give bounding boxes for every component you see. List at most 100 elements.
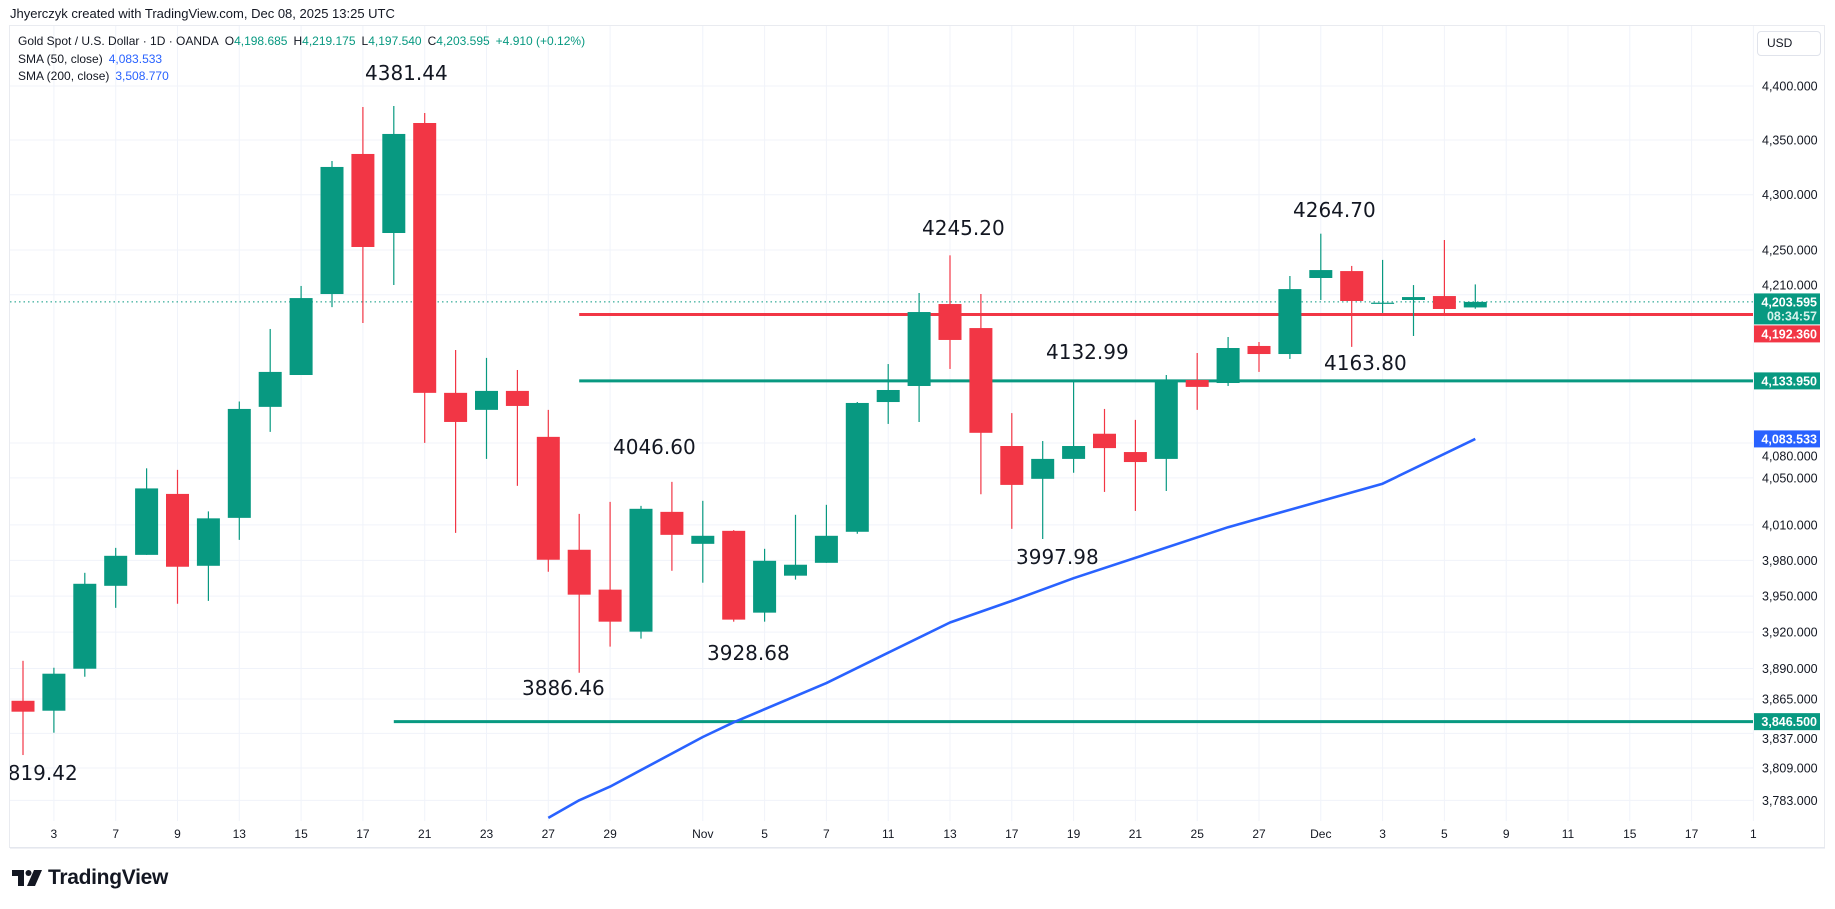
candle-bearish [1340,265,1364,347]
tradingview-logo[interactable]: TradingView [12,866,168,890]
y-tick-label: 3,890.000 [1762,662,1818,676]
price-annotation: 4264.70 [1293,198,1376,222]
candle-body [907,312,931,386]
y-tick-label: 4,050.000 [1762,471,1818,485]
candle-bearish [1432,239,1456,314]
price-label-background [1754,430,1820,448]
x-tick-label: 1 [1750,827,1757,841]
candle-body [1123,452,1147,463]
x-tick-label: 17 [1005,827,1019,841]
y-tick-label: 3,950.000 [1762,590,1818,604]
candle-bullish [1402,285,1425,336]
x-tick-label: 11 [1562,827,1575,841]
x-tick-label: 13 [943,827,957,841]
candle-bullish [289,285,313,376]
x-tick-label: 7 [112,827,119,841]
y-tick-label: 4,300.000 [1762,188,1818,202]
candle-body [196,518,220,566]
x-tick-label: Nov [692,827,713,841]
candle-bullish [845,402,869,534]
candle-body [1062,446,1086,459]
candle-bearish [1185,353,1209,410]
candle-body [351,153,375,247]
price-axis[interactable]: 4,400.000 4,350.000 4,300.000 4,250.000 4,21… [1754,80,1820,808]
candle-bullish [1309,233,1333,300]
candle-body [227,408,251,518]
candle-bullish [73,572,97,677]
candle-bullish [1062,381,1086,473]
x-tick-label: 19 [1067,827,1081,841]
candle-bullish [876,364,900,424]
x-tick-label: 15 [294,827,308,841]
candle-body [1216,348,1240,384]
time-axis[interactable]: 3 7 9 13 15 17 21 23 27 29 Nov 5 7 11 13 17 19 21 25 27 Dec 3… [51,827,1758,841]
x-tick-label: 3 [1379,827,1386,841]
y-tick-label: 4,210.000 [1762,278,1818,292]
candle-body [135,488,159,555]
candle-body [1278,289,1302,355]
candle-bullish [1031,441,1055,540]
candle-body [536,436,560,560]
candle-bullish [907,293,931,422]
candle-bullish [814,504,838,563]
candle-bearish [1000,413,1024,529]
price-annotation: 3928.68 [707,641,790,665]
candle-bearish [413,112,437,443]
x-tick-label: 17 [1685,827,1699,841]
price-annotation: 4245.20 [922,216,1005,240]
x-tick-label: 7 [823,827,830,841]
candle-bullish [629,505,653,639]
price-pane: 4381.44 4245.20 4264.70 4132.99 3997.98 4163.… [10,61,1753,820]
candle-body [1463,301,1487,308]
x-tick-label: 5 [1441,827,1448,841]
candle-body [691,535,715,544]
candle-body [73,583,97,669]
x-tick-label: 9 [174,827,181,841]
x-tick-label: 29 [603,827,617,841]
y-tick-label: 3,865.000 [1762,692,1818,706]
x-tick-label: 11 [882,827,895,841]
x-tick-label: 21 [1129,827,1143,841]
sma-50-line [547,437,1476,820]
ohlc-close-key: C [427,34,437,48]
ohlc-high-value: 4,219.175 [302,34,356,48]
logo-wordmark: TradingView [48,866,169,889]
candle-body [1185,379,1209,387]
candle-body [166,493,189,567]
indicator-label: SMA (50, close) [18,51,103,66]
y-tick-label: 4,010.000 [1762,518,1818,532]
price-label-box: 3,846.500 [1754,713,1820,731]
price-annotation: 4381.44 [365,61,448,85]
y-tick-label: 3,837.000 [1762,732,1818,746]
candle-body [42,673,66,711]
ohlc-open-value: 4,198.685 [234,34,288,48]
symbol-title[interactable]: Gold Spot / U.S. Dollar · 1D · OANDA [18,34,219,48]
candle-bearish [351,107,375,323]
indicator-value: 4,083.533 [108,51,163,66]
y-tick-label: 4,080.000 [1762,449,1818,463]
candle-bullish [320,160,344,308]
candle-body [444,392,468,422]
candle-body [876,389,900,403]
candle-body [722,530,746,620]
currency-button[interactable]: USD [1757,31,1821,56]
candle-bullish [196,511,220,601]
candle-body [1432,296,1456,309]
legend-indicator-sma200[interactable]: SMA (200, close) 3,508.770 [18,68,585,86]
price-label-box: 4,192.360 [1754,325,1820,343]
candle-bearish [722,530,746,622]
candle-bearish [444,349,468,533]
candle-bearish [567,513,591,673]
price-annotation: 4163.80 [1324,351,1407,375]
candle-bullish [784,514,807,580]
price-label-background [1754,372,1820,390]
candle-bullish [1154,375,1178,491]
chart-legend: Gold Spot / U.S. Dollar · 1D · OANDA O 4,… [18,33,585,86]
legend-indicator-sma50[interactable]: SMA (50, close) 4,083.533 [18,51,585,69]
candle-body [505,390,529,406]
price-label-text: 4,203.595 [1761,295,1817,309]
ohlc-close-value: 4,203.595 [436,34,490,48]
price-label-text: 4,133.950 [1761,374,1817,388]
